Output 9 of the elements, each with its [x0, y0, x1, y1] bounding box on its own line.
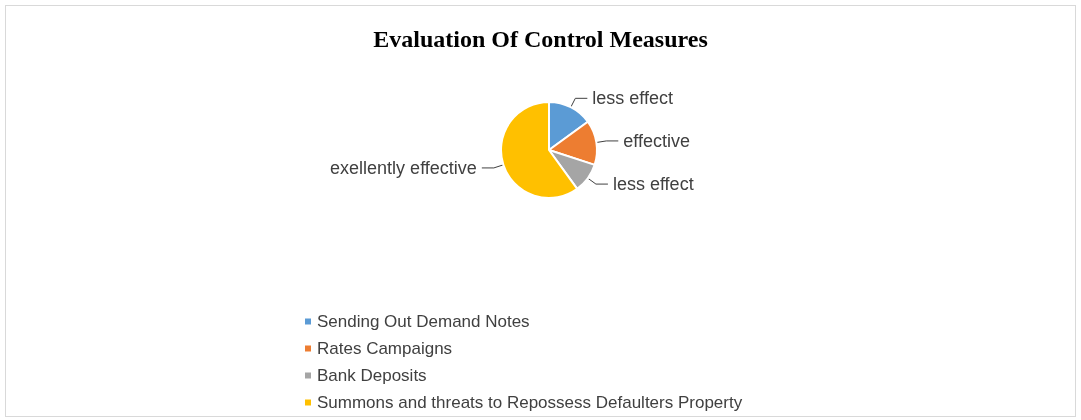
data-label: exellently effective	[330, 157, 477, 178]
chart-title: Evaluation Of Control Measures	[373, 26, 708, 52]
data-label: effective	[623, 130, 690, 151]
legend-label: Summons and threats to Repossess Defaulters Property	[317, 393, 743, 412]
data-label: less effect	[592, 88, 674, 109]
legend-label: Rates Campaigns	[317, 339, 453, 358]
data-label: less effect	[612, 174, 694, 195]
legend-label: Sending Out Demand Notes	[317, 312, 530, 331]
legend-label: Bank Deposits	[317, 366, 427, 385]
